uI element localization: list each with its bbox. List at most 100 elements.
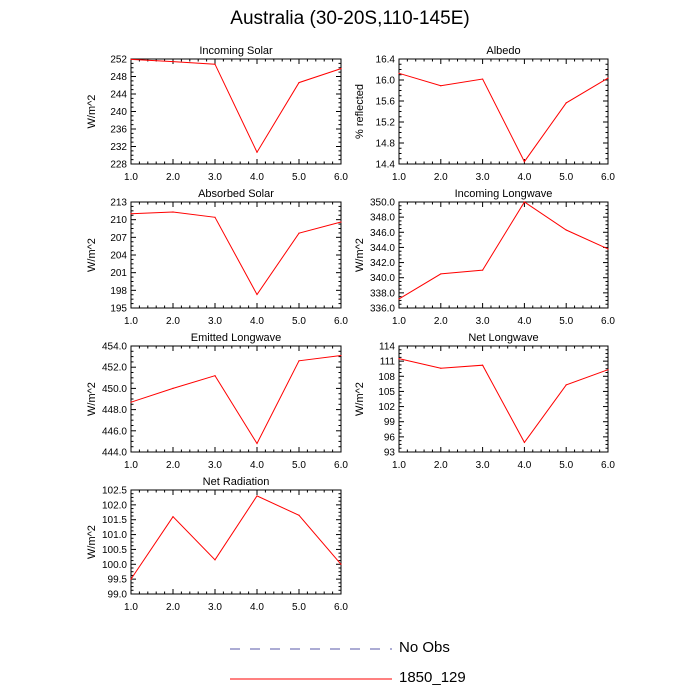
- y-tick-label: 342.0: [370, 258, 395, 269]
- panel-title: Emitted Longwave: [191, 332, 282, 344]
- y-tick-label: 100.0: [102, 560, 127, 571]
- x-tick-label: 5.0: [559, 316, 573, 327]
- y-tick-label: 15.2: [376, 118, 396, 129]
- y-tick-label: 344.0: [370, 243, 395, 254]
- panel-3: Incoming Longwave W/m^2 1.0 2.0 3.0 4.0 5.0 6.0…: [354, 188, 615, 327]
- data-point: [340, 68, 342, 70]
- y-tick-label: 101.5: [102, 515, 127, 526]
- x-tick-label: 2.0: [434, 316, 448, 327]
- x-tick-label: 6.0: [334, 172, 348, 183]
- series-line: [130, 495, 342, 580]
- x-tick-label: 1.0: [392, 172, 406, 183]
- data-point: [523, 201, 526, 203]
- series-line: [398, 72, 609, 163]
- panel-title: Incoming Longwave: [455, 188, 553, 200]
- data-point: [298, 514, 300, 516]
- data-point: [607, 369, 609, 371]
- series-line: [398, 201, 609, 300]
- data-point: [565, 102, 567, 104]
- x-tick-label: 6.0: [601, 172, 615, 183]
- y-tick-label: 111: [380, 357, 396, 368]
- y-tick-label: 15.6: [376, 97, 396, 108]
- y-tick-label: 454.0: [102, 342, 127, 353]
- x-tick-label: 6.0: [334, 602, 348, 613]
- data-point: [398, 72, 400, 74]
- y-axis-label: W/m^2: [86, 95, 98, 129]
- x-tick-label: 1.0: [124, 316, 138, 327]
- legend-obs-label: No Obs: [399, 639, 450, 656]
- legend-model-label: 1850_129: [399, 669, 466, 686]
- x-tick-label: 5.0: [559, 460, 573, 471]
- y-tick-label: 14.8: [376, 139, 396, 150]
- data-point: [398, 298, 400, 300]
- x-tick-label: 6.0: [334, 316, 348, 327]
- y-tick-label: 340.0: [370, 273, 395, 284]
- x-tick-label: 3.0: [476, 316, 490, 327]
- x-tick-label: 4.0: [250, 316, 264, 327]
- x-tick-label: 3.0: [476, 460, 490, 471]
- x-tick-label: 3.0: [208, 602, 222, 613]
- data-point: [440, 85, 442, 87]
- x-tick-label: 3.0: [208, 172, 222, 183]
- y-tick-label: 93: [384, 448, 396, 459]
- data-point: [523, 161, 526, 163]
- panel-title: Absorbed Solar: [198, 188, 274, 200]
- x-tick-label: 3.0: [208, 316, 222, 327]
- x-tick-label: 2.0: [166, 316, 180, 327]
- series-line: [130, 355, 342, 445]
- y-tick-label: 213: [110, 198, 127, 209]
- y-tick-label: 232: [110, 142, 127, 153]
- data-point: [440, 273, 442, 275]
- figure-title: Australia (30-20S,110-145E): [230, 8, 470, 29]
- y-tick-label: 346.0: [370, 228, 395, 239]
- y-tick-label: 210: [110, 215, 127, 226]
- data-point: [298, 232, 300, 234]
- x-tick-label: 5.0: [292, 602, 306, 613]
- data-point: [482, 78, 484, 80]
- y-tick-label: 102: [378, 402, 395, 413]
- y-axis-label: W/m^2: [86, 525, 98, 559]
- y-tick-label: 444.0: [102, 448, 127, 459]
- data-point: [256, 442, 258, 445]
- data-point: [340, 563, 342, 565]
- data-point: [214, 375, 216, 377]
- data-point: [398, 358, 400, 360]
- x-tick-label: 4.0: [250, 172, 264, 183]
- y-axis-label: W/m^2: [86, 238, 98, 272]
- data-point: [130, 213, 132, 215]
- x-tick-label: 4.0: [250, 460, 264, 471]
- x-tick-label: 4.0: [517, 460, 531, 471]
- x-tick-label: 1.0: [124, 602, 138, 613]
- y-tick-label: 102.5: [102, 486, 127, 497]
- data-point: [340, 354, 342, 357]
- data-point: [523, 441, 526, 444]
- data-point: [130, 578, 132, 580]
- y-tick-label: 14.4: [376, 160, 396, 171]
- y-tick-label: 105: [378, 387, 395, 398]
- y-tick-label: 348.0: [370, 213, 395, 224]
- data-point: [256, 151, 258, 153]
- data-point: [172, 387, 174, 389]
- series-line: [130, 58, 342, 154]
- x-tick-label: 5.0: [292, 460, 306, 471]
- series-line: [130, 211, 342, 296]
- y-tick-label: 248: [110, 72, 127, 83]
- data-point: [256, 495, 258, 497]
- y-axis-label: W/m^2: [354, 382, 366, 416]
- x-tick-label: 2.0: [166, 460, 180, 471]
- y-tick-label: 195: [110, 304, 127, 315]
- panel-6: Net Radiation W/m^2 1.0 2.0 3.0 4.0 5.0 6.0 99.0…: [86, 476, 348, 613]
- panel-title: Incoming Solar: [199, 45, 273, 57]
- x-tick-label: 4.0: [517, 316, 531, 327]
- x-tick-label: 1.0: [392, 460, 406, 471]
- x-tick-label: 6.0: [601, 316, 615, 327]
- data-point: [340, 221, 342, 223]
- data-point: [565, 384, 567, 386]
- panel-title: Net Longwave: [468, 332, 538, 344]
- y-axis-label: W/m^2: [86, 382, 98, 416]
- y-tick-label: 244: [110, 90, 127, 101]
- panel-0: Incoming Solar W/m^2 1.0 2.0 3.0 4.0 5.0 6.0 228…: [86, 45, 348, 183]
- y-axis-label: % reflected: [354, 84, 366, 139]
